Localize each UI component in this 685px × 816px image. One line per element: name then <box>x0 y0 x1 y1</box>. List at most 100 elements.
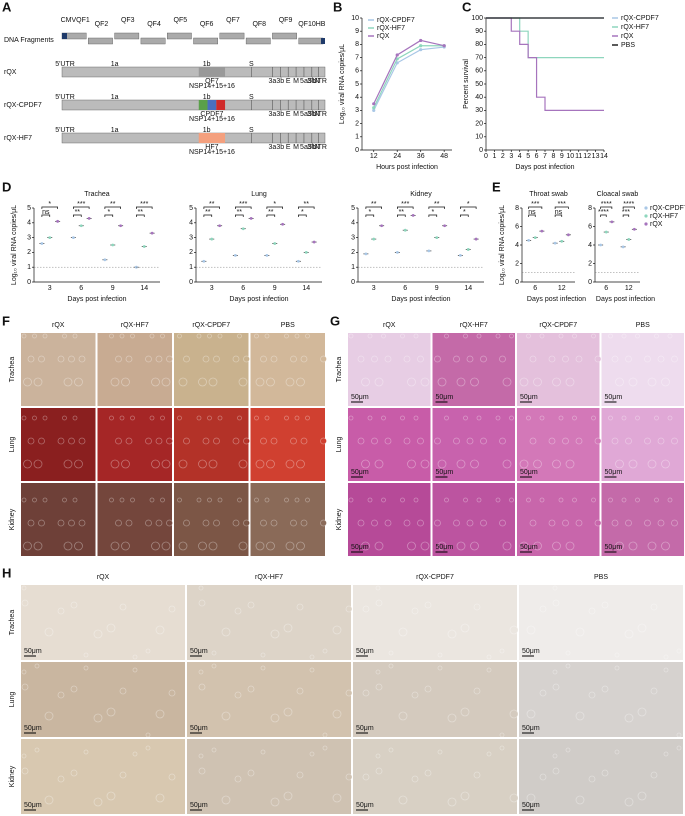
fragment-end <box>321 38 325 44</box>
texture <box>237 415 242 421</box>
texture <box>254 333 259 339</box>
texture <box>296 541 305 551</box>
texture <box>565 459 575 469</box>
texture <box>151 541 160 551</box>
x-tick-label: 48 <box>440 153 448 160</box>
texture <box>232 355 240 363</box>
texture <box>552 541 561 551</box>
gene-label: 3'UTR <box>307 111 327 118</box>
texture <box>160 333 165 339</box>
texture <box>62 415 67 421</box>
texture <box>260 355 267 363</box>
panel-label: B <box>333 0 342 14</box>
texture <box>588 691 596 699</box>
texture <box>237 497 242 503</box>
dot <box>79 224 83 228</box>
insert-label: NSP14+15+16 <box>189 116 235 123</box>
chart-title: Throat swab <box>529 191 568 198</box>
texture <box>486 667 492 673</box>
texture <box>407 541 416 551</box>
texture <box>151 377 160 387</box>
sig-bracket <box>136 206 153 209</box>
x-tick-label: 10 <box>566 153 574 160</box>
texture <box>615 377 624 387</box>
texture <box>243 519 250 527</box>
texture <box>420 541 430 551</box>
texture <box>671 437 678 445</box>
texture <box>417 437 424 445</box>
texture <box>509 415 514 421</box>
texture <box>635 497 640 503</box>
texture <box>667 415 673 421</box>
chart-title: Lung <box>251 191 267 198</box>
texture <box>106 707 116 717</box>
texture <box>663 654 669 660</box>
texture <box>552 767 560 775</box>
y-tick-label: 2 <box>588 260 592 267</box>
texture <box>400 333 405 339</box>
image <box>432 333 515 406</box>
texture <box>322 732 328 738</box>
texture <box>320 437 327 445</box>
sig-label: *** <box>77 201 85 208</box>
texture <box>676 745 682 751</box>
texture <box>657 355 665 363</box>
x-tick-label: 3 <box>48 285 52 292</box>
texture <box>232 519 240 527</box>
fragment-label: QF6 <box>200 21 214 28</box>
texture <box>552 599 560 607</box>
dot <box>56 219 60 223</box>
texture <box>270 519 278 527</box>
fragment <box>140 37 166 45</box>
texture <box>456 459 466 469</box>
panel-label: A <box>2 0 12 14</box>
texture <box>149 333 155 339</box>
texture <box>509 497 514 503</box>
texture <box>594 437 602 445</box>
texture <box>34 663 40 669</box>
dot <box>533 236 537 240</box>
texture <box>647 459 657 469</box>
texture <box>208 459 218 469</box>
dot <box>233 253 237 257</box>
texture <box>437 749 443 755</box>
dot <box>372 237 376 241</box>
axis <box>33 208 160 283</box>
texture <box>437 541 447 551</box>
sig-label: *** <box>531 201 539 208</box>
y-tick-label: 5 <box>351 205 355 212</box>
texture <box>460 707 470 717</box>
sig-bracket <box>266 206 283 209</box>
texture <box>575 627 585 637</box>
y-tick-label: 8 <box>355 41 359 48</box>
texture <box>155 793 165 803</box>
x-tick-label: 12 <box>370 153 378 160</box>
texture <box>178 377 188 387</box>
scale-label: 50μm <box>436 394 454 401</box>
gene-label: S <box>249 94 254 101</box>
texture <box>502 377 512 387</box>
texture <box>558 497 564 503</box>
sig-bracket <box>235 214 244 217</box>
texture <box>594 519 602 527</box>
texture <box>322 648 328 654</box>
fragment <box>88 37 113 45</box>
texture <box>221 627 231 637</box>
texture <box>70 601 78 609</box>
texture <box>371 519 378 527</box>
texture <box>110 541 120 551</box>
fragment <box>193 37 218 45</box>
texture <box>300 355 308 363</box>
texture <box>476 415 482 421</box>
fragment <box>166 32 192 40</box>
panel-label: C <box>462 0 472 14</box>
gene-label: 3b <box>276 144 284 151</box>
y-tick-label: 7 <box>355 54 359 61</box>
gene-label: 3a <box>269 144 277 151</box>
image <box>21 585 185 660</box>
dot <box>540 229 544 233</box>
y-tick-label: 100 <box>471 15 483 22</box>
texture <box>34 650 40 656</box>
texture <box>621 415 627 421</box>
y-tick-label: 30 <box>475 107 483 114</box>
